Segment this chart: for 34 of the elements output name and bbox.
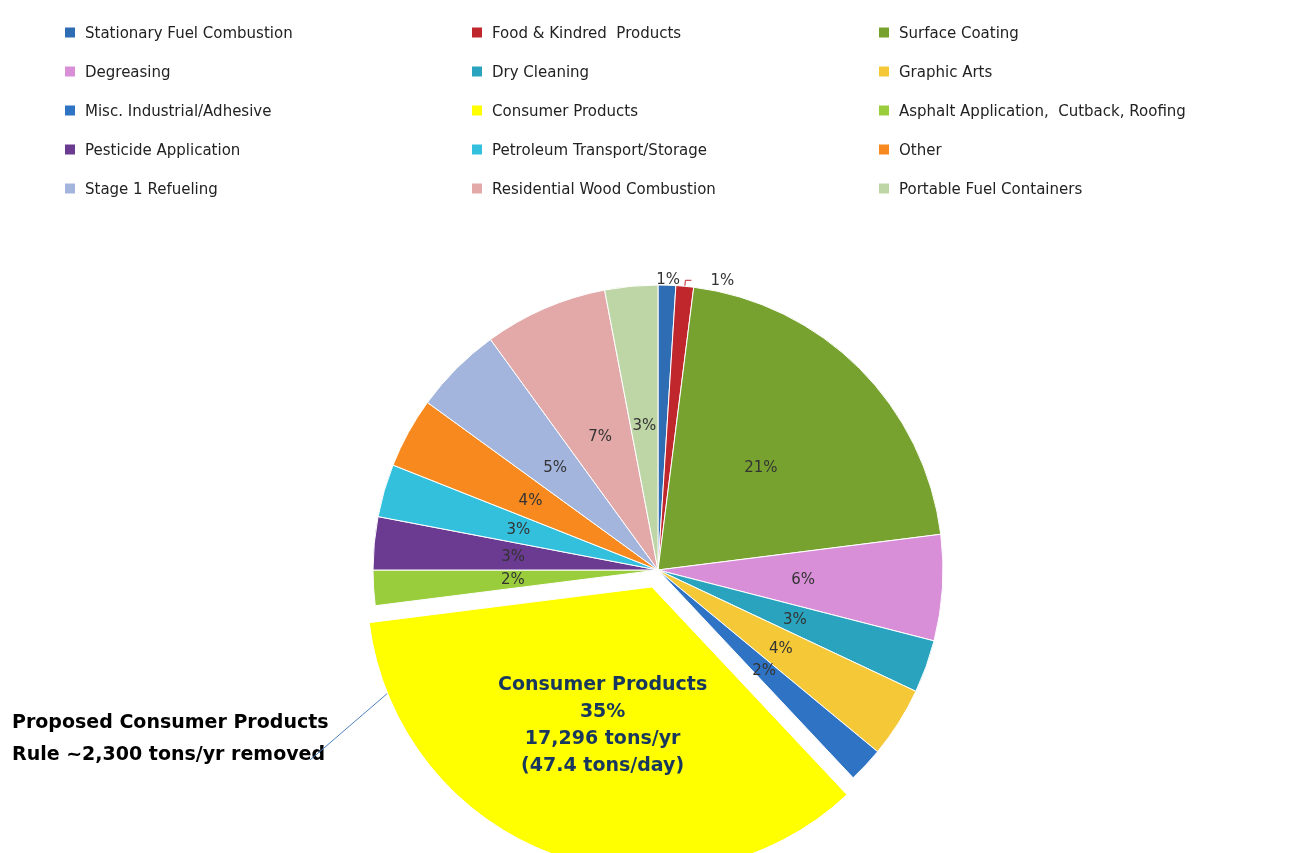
- legend-label: Dry Cleaning: [492, 62, 590, 81]
- text: 17,296 tons/yr: [524, 726, 681, 749]
- legend-label: Residential Wood Combustion: [492, 179, 716, 198]
- text: Proposed Consumer Products Rule ~2,300 tons/yr removed: [12, 710, 336, 764]
- data-label: 1%: [656, 270, 680, 289]
- legend-label: Graphic Arts: [899, 62, 993, 81]
- data-label: 5%: [543, 458, 568, 477]
- data-label: 35%: [579, 699, 626, 722]
- data-label: 2%: [752, 660, 776, 679]
- legend-label: Pesticide Application: [85, 140, 241, 159]
- data-label: 21%: [744, 458, 778, 477]
- data-label: 1%: [710, 271, 735, 290]
- legend-label: Portable Fuel Containers: [899, 179, 1083, 198]
- data-label: 4%: [768, 638, 793, 657]
- legend-label: Misc. Industrial/Adhesive: [85, 101, 272, 120]
- data-label: 3%: [783, 610, 807, 629]
- text: (47.4 tons/day): [521, 753, 685, 776]
- legend-label: Stage 1 Refueling: [85, 179, 218, 198]
- legend-label: Degreasing: [85, 62, 171, 81]
- legend-label: Other: [899, 140, 943, 159]
- legend-label: Asphalt Application, Cutback, Roofing: [899, 101, 1186, 120]
- data-label: 3%: [506, 520, 531, 539]
- slice-label: Consumer Products: [498, 672, 708, 695]
- legend-label: Consumer Products: [492, 101, 639, 120]
- legend-label: Petroleum Transport/Storage: [492, 140, 708, 159]
- data-label: 7%: [588, 427, 613, 446]
- data-label: 6%: [791, 570, 816, 589]
- legend-label: Surface Coating: [899, 23, 1019, 42]
- legend-label: Food & Kindred Products: [492, 23, 682, 42]
- data-label: 4%: [518, 490, 543, 509]
- data-label: 3%: [501, 547, 526, 566]
- legend-label: Stationary Fuel Combustion: [85, 23, 293, 42]
- data-label: 2%: [500, 570, 525, 589]
- data-label: 3%: [632, 416, 657, 435]
